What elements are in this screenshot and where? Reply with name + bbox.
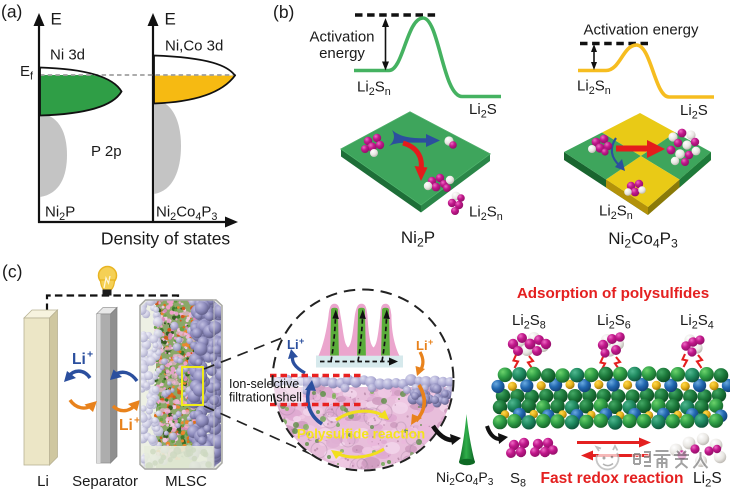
svg-text:Ni2​Co4​P3​: Ni2​Co4​P3​ (436, 469, 494, 488)
svg-text:(c): (c) (2, 262, 22, 282)
svg-text:Li2​S8​: Li2​S8​ (512, 312, 546, 331)
svg-text:Ni2​P: Ni2​P (401, 228, 435, 250)
svg-text:filtration shell: filtration shell (229, 391, 302, 405)
svg-text:(b): (b) (273, 2, 294, 22)
svg-text:Ni 3d: Ni 3d (50, 47, 85, 64)
svg-text:Li: Li (416, 338, 428, 353)
svg-text:Li2​S6​: Li2​S6​ (597, 312, 631, 331)
svg-text:Separator: Separator (72, 473, 138, 490)
svg-text:S8​: S8​ (510, 470, 526, 489)
svg-text:MLSC: MLSC (165, 473, 207, 490)
svg-text:Ni2​Co4​P3​: Ni2​Co4​P3​ (608, 229, 678, 251)
svg-text:Li: Li (72, 351, 86, 368)
svg-text:+: + (87, 349, 93, 361)
svg-text:Ion-selective: Ion-selective (229, 377, 299, 391)
svg-text:Li2​Sn​: Li2​Sn​ (599, 203, 633, 222)
svg-text:Ni2​P: Ni2​P (45, 204, 75, 223)
svg-text:Density of states: Density of states (101, 229, 231, 249)
svg-text:E: E (51, 10, 62, 29)
svg-text:Ef​: Ef​ (20, 63, 34, 82)
svg-text:+: + (428, 337, 433, 347)
svg-text:Ni,Co 3d: Ni,Co 3d (165, 38, 223, 55)
svg-text:Polysulfide reaction: Polysulfide reaction (297, 427, 425, 442)
svg-text:Adsorption of polysulfides: Adsorption of polysulfides (517, 285, 709, 302)
svg-text:Li2​S: Li2​S (680, 102, 708, 121)
svg-text:E: E (165, 10, 176, 29)
svg-text:Li: Li (287, 337, 299, 352)
svg-text:+: + (134, 415, 140, 427)
svg-text:+: + (299, 336, 304, 346)
svg-text:Li2​S: Li2​S (693, 470, 722, 489)
svg-text:Li: Li (119, 417, 133, 434)
svg-text:Fast redox reaction: Fast redox reaction (541, 470, 684, 487)
svg-text:P 2p: P 2p (91, 143, 122, 160)
svg-text:Li2​Sn​: Li2​Sn​ (577, 78, 611, 97)
svg-text:Li: Li (37, 473, 49, 490)
svg-text:(a): (a) (1, 2, 22, 22)
svg-text:Li2​Sn​: Li2​Sn​ (357, 79, 391, 98)
svg-text:Activation: Activation (309, 29, 374, 46)
svg-text:Li2​S4​: Li2​S4​ (680, 312, 714, 331)
svg-text:energy: energy (319, 45, 365, 62)
svg-text:Li2​S: Li2​S (469, 101, 497, 120)
svg-text:Ni2​Co4​P3​: Ni2​Co4​P3​ (156, 204, 217, 223)
svg-text:Activation energy: Activation energy (583, 22, 699, 39)
svg-text:Li2​Sn​: Li2​Sn​ (469, 204, 503, 223)
